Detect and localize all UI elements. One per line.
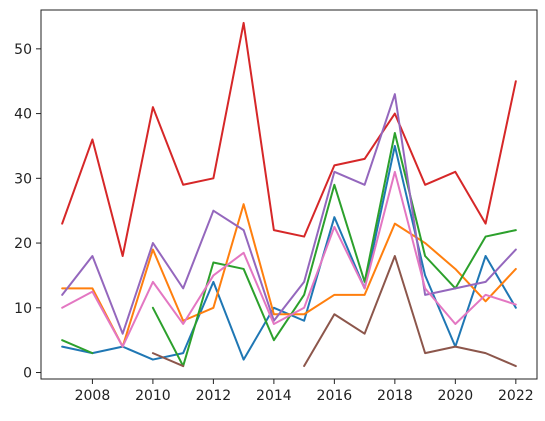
x-tick-label: 2012 — [196, 388, 232, 404]
y-tick-label: 10 — [14, 301, 32, 317]
series-line-2 — [61, 203, 517, 348]
y-tick-label: 40 — [14, 107, 32, 123]
y-tick-label: 50 — [14, 42, 32, 58]
series-line-1 — [61, 144, 517, 361]
x-tick-label: 2008 — [75, 388, 111, 404]
y-tick-label: 0 — [23, 366, 32, 382]
x-tick-label: 2010 — [135, 388, 171, 404]
y-tick-label: 30 — [14, 171, 32, 187]
series-line-6 — [151, 255, 517, 368]
axes-frame — [40, 9, 538, 380]
x-tick-label: 2020 — [438, 388, 474, 404]
y-axis: 0 10 20 30 40 50 — [14, 42, 41, 382]
series-layer — [61, 21, 517, 368]
series-line-7 — [61, 170, 517, 348]
x-tick-label: 2014 — [256, 388, 292, 404]
x-axis: 2008 2010 2012 2014 2016 2018 2020 2022 — [75, 379, 534, 404]
x-tick-label: 2022 — [498, 388, 534, 404]
y-tick-label: 20 — [14, 236, 32, 252]
series-line-4 — [61, 21, 517, 257]
x-tick-label: 2018 — [377, 388, 413, 404]
series-line-5 — [61, 93, 517, 335]
x-tick-label: 2016 — [317, 388, 353, 404]
